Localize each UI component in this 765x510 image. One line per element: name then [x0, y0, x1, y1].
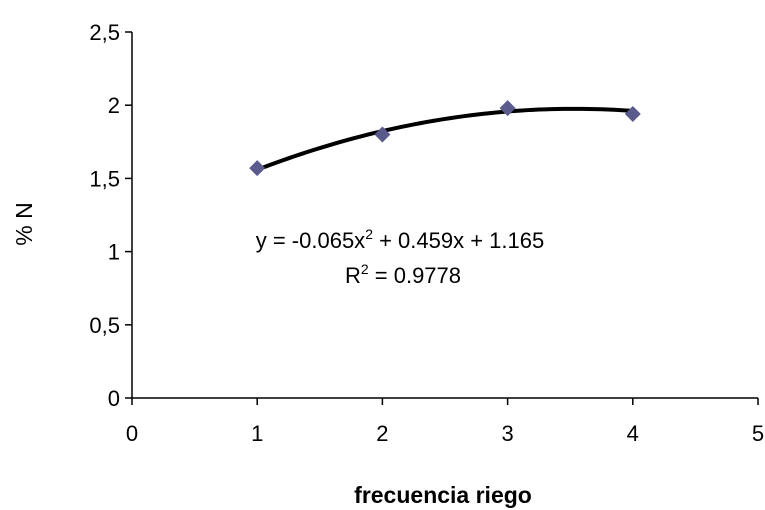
x-tick-label: 5 [752, 421, 764, 446]
y-tick-label: 0 [108, 386, 120, 411]
y-axis-title: % N [11, 202, 37, 245]
data-point [624, 105, 641, 122]
x-axis-ticks: 0 1 2 3 4 5 [126, 398, 764, 446]
x-axis-title: frecuencia riego [354, 482, 532, 508]
data-point [374, 126, 391, 143]
y-tick-label: 1 [108, 240, 120, 265]
y-axis-ticks: 0 0,5 1 1,5 2 2,5 [89, 20, 132, 411]
x-tick-label: 0 [126, 421, 138, 446]
x-tick-label: 2 [376, 421, 388, 446]
y-tick-label: 2 [108, 93, 120, 118]
x-tick-label: 3 [501, 421, 513, 446]
trendline-equation: y = -0.065x2 + 0.459x + 1.165 [256, 226, 545, 253]
trendline [255, 106, 635, 172]
r-squared-label: R2 = 0.9778 [345, 261, 461, 288]
data-point [249, 160, 266, 177]
y-tick-label: 2,5 [89, 20, 120, 45]
plot-area: 0 0,5 1 1,5 2 2,5 0 1 2 3 4 5 [89, 20, 764, 446]
y-tick-label: 1,5 [89, 166, 120, 191]
data-points [249, 100, 641, 177]
data-point [499, 100, 516, 117]
x-tick-label: 1 [251, 421, 263, 446]
y-tick-label: 0,5 [89, 313, 120, 338]
x-tick-label: 4 [627, 421, 639, 446]
